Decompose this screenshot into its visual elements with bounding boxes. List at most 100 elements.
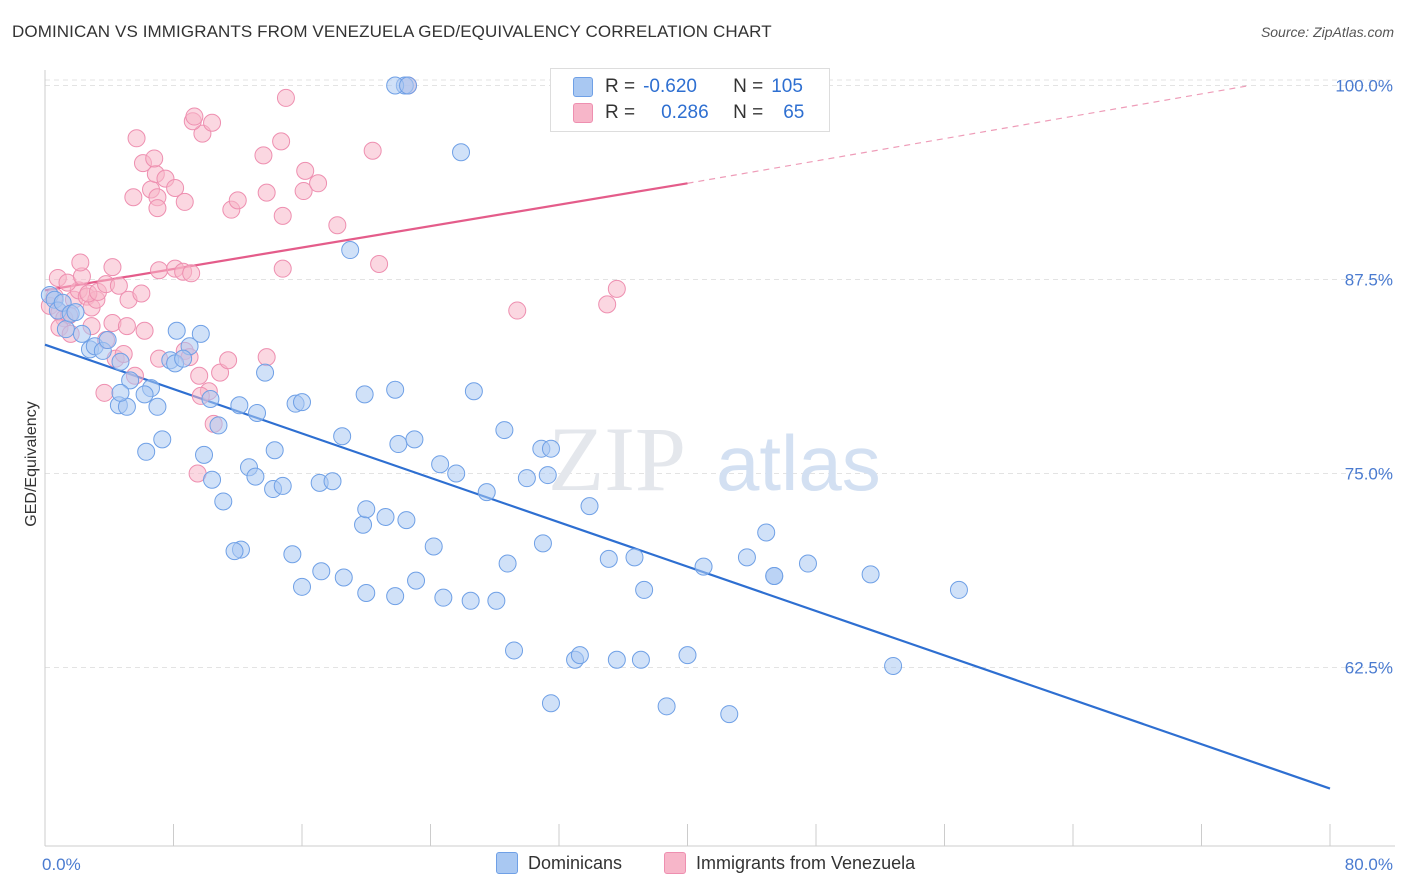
data-point: [757, 523, 776, 542]
data-point: [720, 705, 739, 724]
data-point: [150, 261, 169, 280]
data-point: [765, 566, 784, 585]
data-point: [293, 577, 311, 596]
data-point: [487, 591, 506, 610]
data-point: [124, 188, 143, 207]
r-label: R =: [605, 102, 636, 123]
watermark-zip: ZIP: [548, 408, 686, 510]
data-point: [405, 430, 424, 449]
trend-line-extension: [687, 84, 1250, 184]
legend-label-dominicans: Dominicans: [528, 852, 623, 873]
data-point: [56, 320, 75, 339]
data-point: [334, 568, 353, 587]
data-point: [541, 439, 560, 458]
n-value: 65: [783, 102, 805, 123]
data-point: [256, 363, 275, 382]
data-point: [127, 129, 146, 148]
data-point: [209, 416, 228, 435]
data-point: [309, 174, 328, 193]
series-legend: Dominicans Immigrants from Venezuela: [0, 852, 1406, 878]
n-label: N =: [733, 102, 764, 123]
data-point: [228, 191, 247, 210]
data-point: [137, 442, 156, 461]
data-point: [323, 472, 342, 491]
data-point: [328, 216, 347, 235]
data-point: [363, 141, 382, 160]
data-point: [678, 646, 697, 665]
data-point: [464, 382, 483, 401]
data-point: [225, 542, 244, 561]
trend-lines: [44, 84, 1331, 790]
data-point: [174, 349, 193, 368]
data-point: [386, 380, 405, 399]
data-point: [201, 390, 220, 409]
data-point: [117, 317, 136, 336]
data-point: [111, 383, 130, 402]
data-point: [533, 534, 552, 553]
data-point: [190, 366, 209, 385]
correlation-legend: R = -0.620 N = 105 R = 0.286 N = 65: [550, 68, 830, 132]
data-point: [257, 183, 276, 202]
data-point: [248, 403, 267, 422]
data-point: [272, 132, 291, 151]
data-point: [570, 646, 589, 665]
data-point: [148, 199, 167, 218]
data-point: [148, 397, 167, 416]
r-value: -0.620: [643, 76, 697, 97]
data-point: [98, 331, 117, 350]
data-point: [132, 284, 151, 303]
y-tick-label: 75.0%: [1345, 465, 1393, 484]
data-point: [498, 554, 517, 573]
y-axis-title: GED/Equivalency: [23, 401, 40, 526]
data-point: [175, 192, 194, 211]
data-point: [884, 656, 903, 675]
data-point: [424, 537, 443, 556]
tick-labels: 62.5% 75.0% 87.5% 100.0% 0.0% 80.0%: [42, 77, 1393, 874]
data-point: [625, 548, 644, 567]
n-value: 105: [771, 76, 803, 97]
legend-row-dominicans: R = -0.620 N = 105: [573, 75, 803, 99]
data-point: [508, 301, 527, 320]
data-point: [517, 469, 536, 488]
data-point: [386, 587, 405, 606]
data-point: [495, 421, 514, 440]
data-point: [598, 295, 617, 314]
data-point: [276, 88, 295, 107]
data-point: [273, 259, 292, 278]
data-point: [505, 641, 524, 660]
data-point: [230, 396, 249, 415]
data-point: [135, 385, 154, 404]
data-point: [541, 694, 560, 713]
data-point: [635, 580, 654, 599]
data-point: [203, 113, 222, 132]
data-point: [399, 76, 418, 95]
data-point: [191, 324, 210, 343]
data-point: [214, 492, 233, 511]
legend-item-venezuela: Immigrants from Venezuela: [664, 852, 915, 874]
data-point: [357, 500, 376, 519]
data-point: [182, 264, 201, 283]
data-point: [95, 383, 114, 402]
data-point: [195, 445, 214, 464]
data-point: [257, 348, 276, 367]
data-point: [109, 276, 128, 295]
data-point: [145, 149, 164, 168]
data-point: [452, 143, 471, 162]
axes: [44, 70, 1395, 847]
legend-label-venezuela: Immigrants from Venezuela: [696, 852, 916, 873]
legend-swatch-dominicans: [573, 77, 593, 97]
data-point: [431, 455, 450, 474]
data-point: [333, 427, 352, 446]
data-point: [293, 393, 311, 412]
data-point: [607, 650, 626, 669]
data-point: [72, 324, 91, 343]
data-point: [389, 435, 408, 454]
data-point: [283, 545, 302, 564]
data-point: [71, 253, 90, 272]
data-point: [798, 554, 817, 573]
legend-swatch-venezuela: [573, 103, 593, 123]
y-tick-label: 87.5%: [1345, 271, 1393, 290]
data-point: [370, 255, 389, 273]
watermark: ZIP atlas: [548, 408, 881, 510]
y-tick-label: 62.5%: [1345, 659, 1393, 678]
